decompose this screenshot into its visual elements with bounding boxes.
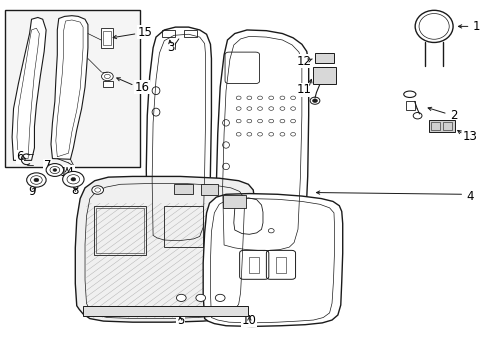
- Bar: [222, 195, 245, 208]
- Text: 15: 15: [137, 26, 152, 39]
- Bar: [249, 257, 259, 273]
- Bar: [276, 257, 285, 273]
- Bar: [312, 67, 335, 84]
- Polygon shape: [51, 16, 88, 159]
- Circle shape: [176, 294, 186, 301]
- Bar: [314, 53, 334, 63]
- Bar: [103, 81, 113, 87]
- Bar: [164, 206, 203, 247]
- Bar: [174, 184, 193, 194]
- Text: 7: 7: [44, 159, 51, 172]
- Polygon shape: [203, 194, 342, 327]
- Circle shape: [34, 178, 39, 182]
- Circle shape: [71, 177, 76, 181]
- Bar: [405, 102, 414, 111]
- Circle shape: [92, 186, 103, 194]
- Text: 5: 5: [176, 314, 183, 327]
- Ellipse shape: [414, 10, 452, 42]
- Bar: [430, 122, 439, 130]
- Circle shape: [53, 168, 57, 171]
- Text: 9: 9: [28, 185, 35, 198]
- Bar: [428, 120, 454, 132]
- Circle shape: [312, 99, 317, 103]
- Polygon shape: [12, 18, 46, 160]
- Circle shape: [27, 173, 46, 187]
- Bar: [201, 184, 217, 195]
- Circle shape: [46, 163, 63, 176]
- Text: 4: 4: [466, 190, 473, 203]
- Circle shape: [215, 294, 224, 301]
- Bar: [96, 207, 143, 253]
- Text: 14: 14: [60, 166, 74, 179]
- Circle shape: [62, 171, 84, 187]
- Bar: [183, 30, 197, 37]
- Text: 10: 10: [242, 314, 256, 327]
- Bar: [94, 206, 146, 255]
- Text: 3: 3: [166, 41, 174, 54]
- Text: 2: 2: [449, 109, 456, 122]
- Text: 11: 11: [296, 84, 311, 96]
- Text: 6: 6: [16, 150, 23, 163]
- Bar: [101, 28, 113, 48]
- Text: 1: 1: [472, 20, 480, 33]
- Polygon shape: [146, 27, 211, 244]
- Text: 8: 8: [71, 184, 79, 197]
- Polygon shape: [216, 30, 308, 254]
- Text: 16: 16: [135, 81, 150, 94]
- Polygon shape: [75, 176, 254, 322]
- Bar: [442, 122, 451, 130]
- Circle shape: [196, 294, 205, 301]
- Text: 12: 12: [296, 55, 311, 68]
- Bar: [103, 31, 111, 45]
- Bar: [5, 10, 140, 167]
- Circle shape: [102, 72, 113, 81]
- Bar: [162, 30, 175, 37]
- Text: 13: 13: [462, 130, 477, 143]
- Bar: [83, 306, 248, 316]
